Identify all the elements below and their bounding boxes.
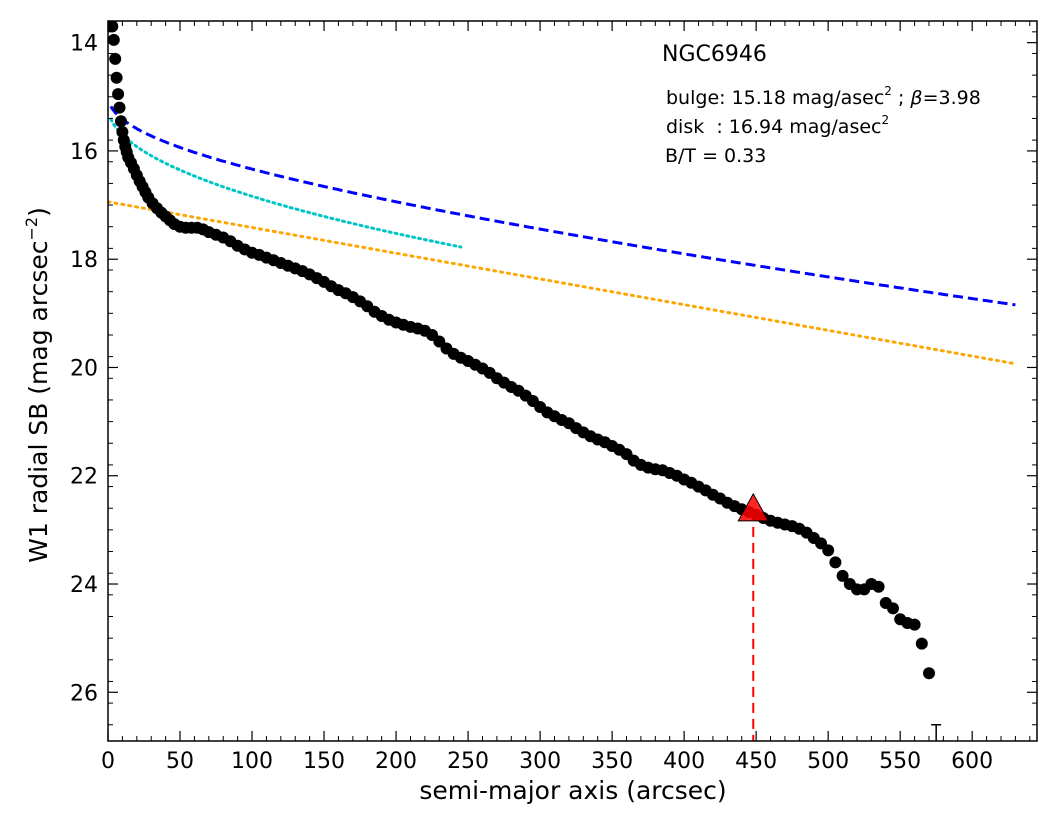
x-tick-label-350: 350 — [591, 749, 633, 774]
x-tick-label-300: 300 — [519, 749, 561, 774]
plot-frame — [107, 20, 1038, 742]
y-tick-label-22: 22 — [70, 465, 98, 490]
disk-fit-curve — [108, 200, 1017, 366]
data-point-118 — [836, 569, 849, 582]
data-point-6 — [115, 115, 127, 128]
data-point-130 — [923, 667, 935, 680]
data-point-125 — [887, 602, 899, 615]
data-point-0 — [108, 21, 119, 33]
x-tick-label-400: 400 — [663, 749, 705, 774]
y-tick-label-18: 18 — [70, 248, 98, 273]
bulge-annotation-prefix: bulge: 15.18 mag/asec — [666, 87, 884, 109]
x-tick-label-50: 50 — [166, 749, 194, 774]
bulge-annotation-beta-value: =3.98 — [923, 87, 981, 109]
bulge-annotation-beta: β — [909, 87, 922, 109]
axes-layer: 0 50 100 150 200 250 300 350 400 450 500 550 600 14 16… — [70, 20, 1038, 774]
y-tick-label-24: 24 — [70, 573, 98, 598]
chart-title: NGC6946 — [662, 42, 767, 67]
x-tick-label-150: 150 — [303, 749, 345, 774]
disk-annotation-sup: 2 — [882, 113, 890, 127]
plot-clip-group — [108, 21, 1017, 741]
data-point-3 — [110, 71, 123, 84]
data-point-123 — [872, 580, 885, 593]
data-point-5 — [113, 101, 126, 114]
x-tick-label-450: 450 — [735, 749, 777, 774]
plot-layer — [108, 21, 1017, 741]
data-point-117 — [829, 556, 842, 569]
marker-triangle — [737, 492, 770, 522]
y-axis-label: W1 radial SB (mag arcsec−2) — [22, 207, 53, 563]
y-tick-label-26: 26 — [70, 681, 98, 706]
bulge-annotation-mid: ; — [892, 87, 910, 109]
x-tick-label-250: 250 — [447, 749, 489, 774]
bulge-annotation: bulge: 15.18 mag/asec2 ; β=3.98 — [666, 84, 981, 109]
total-fit-curve — [109, 105, 1016, 307]
x-tick-label-500: 500 — [807, 749, 849, 774]
bulge-annotation-sup: 2 — [884, 84, 892, 98]
x-tick-label-600: 600 — [951, 749, 993, 774]
y-axis-label-main: W1 radial SB (mag arcsec — [24, 241, 53, 563]
y-tick-label-14: 14 — [70, 32, 98, 57]
data-point-129 — [915, 637, 928, 650]
x-tick-label-0: 0 — [101, 749, 115, 774]
x-tick-label-100: 100 — [231, 749, 273, 774]
y-axis-label-close: ) — [24, 207, 53, 217]
data-point-128 — [908, 618, 921, 631]
x-tick-label-550: 550 — [879, 749, 921, 774]
x-axis-label: semi-major axis (arcsec) — [419, 776, 726, 805]
data-point-4 — [112, 88, 125, 101]
disk-annotation-prefix: disk : 16.94 mag/asec — [666, 116, 882, 138]
y-axis-label-sup: −2 — [22, 217, 41, 241]
y-tick-label-16: 16 — [70, 140, 98, 165]
x-tick-label-200: 200 — [375, 749, 417, 774]
data-point-2 — [109, 52, 122, 65]
y-tick-label-20: 20 — [70, 356, 98, 381]
bulge-fit-curve — [109, 117, 463, 249]
data-point-116 — [822, 544, 835, 557]
data-point-1 — [108, 33, 120, 46]
disk-annotation: disk : 16.94 mag/asec2 — [666, 113, 889, 138]
bt-annotation: B/T = 0.33 — [665, 145, 766, 167]
